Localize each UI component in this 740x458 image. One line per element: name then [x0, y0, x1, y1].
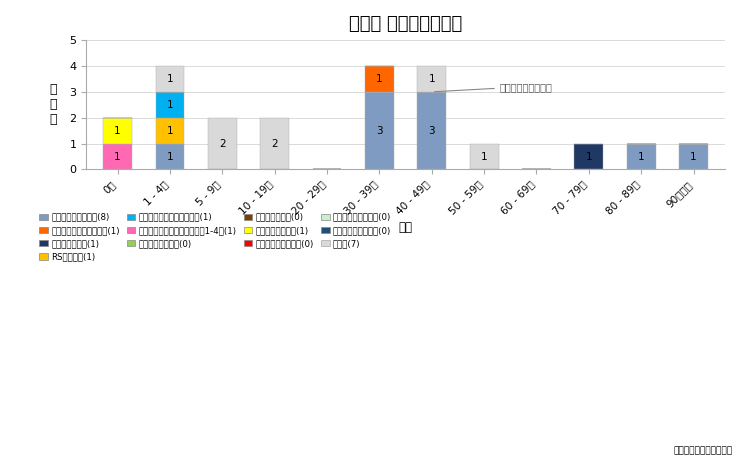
Text: 2: 2: [219, 139, 226, 148]
Text: 1: 1: [481, 152, 488, 162]
Bar: [679, 144, 708, 169]
Text: 3: 3: [428, 125, 435, 136]
Text: 1: 1: [166, 100, 173, 110]
Text: 1: 1: [428, 74, 435, 84]
Text: 新型コロナウイルス: 新型コロナウイルス: [434, 82, 553, 92]
Text: 1: 1: [166, 125, 173, 136]
Bar: [155, 66, 184, 92]
Bar: [365, 66, 394, 92]
Text: 3: 3: [376, 125, 383, 136]
Bar: [208, 118, 237, 169]
Bar: [103, 118, 132, 144]
Bar: [365, 92, 394, 169]
Bar: [260, 118, 289, 169]
Text: （）内は全年齢の検出数: （）内は全年齢の検出数: [673, 447, 733, 456]
Legend: 新型コロナウイルス(8), インフルエンザウイルス(1), ライノウイルス(1), RSウイルス(1), ヒトメタニューモウイルス(1), パラインフルエンザウ: 新型コロナウイルス(8), インフルエンザウイルス(1), ライノウイルス(1)…: [39, 213, 391, 262]
Bar: [470, 144, 499, 169]
Text: 1: 1: [376, 74, 383, 84]
Bar: [417, 92, 446, 169]
Title: 年齢別 病原体検出状況: 年齢別 病原体検出状況: [349, 15, 462, 33]
Bar: [627, 144, 656, 169]
Text: 1: 1: [638, 152, 645, 162]
Bar: [417, 66, 446, 92]
Text: 1: 1: [690, 152, 697, 162]
Text: 1: 1: [114, 152, 121, 162]
Bar: [155, 144, 184, 169]
Text: 2: 2: [272, 139, 278, 148]
Bar: [155, 92, 184, 118]
Text: 1: 1: [114, 125, 121, 136]
Bar: [574, 144, 603, 169]
Text: 1: 1: [166, 74, 173, 84]
Bar: [155, 118, 184, 144]
Bar: [103, 144, 132, 169]
Text: 1: 1: [585, 152, 592, 162]
X-axis label: 年齢: 年齢: [399, 221, 413, 234]
Y-axis label: 検
出
数: 検 出 数: [49, 83, 56, 126]
Text: 1: 1: [166, 152, 173, 162]
